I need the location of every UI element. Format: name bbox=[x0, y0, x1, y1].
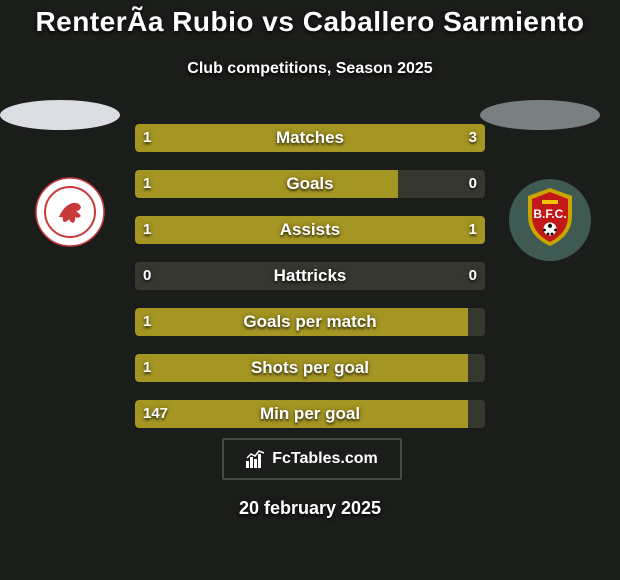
svg-text:B.F.C.: B.F.C. bbox=[533, 207, 566, 221]
stat-row: 1Shots per goal bbox=[135, 354, 485, 382]
bar-fill-left bbox=[135, 400, 468, 428]
stat-row: 11Assists bbox=[135, 216, 485, 244]
fctables-label: FcTables.com bbox=[272, 450, 378, 468]
crest-right-emblem: B.F.C. bbox=[508, 178, 592, 262]
crest-left bbox=[35, 177, 105, 247]
bar-fill-left bbox=[135, 124, 184, 152]
bar-fill-left bbox=[135, 170, 398, 198]
root: RenterÃ­a Rubio vs Caballero Sarmiento C… bbox=[0, 0, 620, 580]
crest-left-emblem bbox=[35, 177, 105, 247]
fctables-badge: FcTables.com bbox=[222, 438, 402, 480]
chart-icon bbox=[246, 450, 266, 468]
stat-row: 1Goals per match bbox=[135, 308, 485, 336]
bar-fill-left bbox=[135, 216, 310, 244]
bar-fill-right bbox=[184, 124, 485, 152]
stat-bars: 13Matches10Goals11Assists00Hattricks1Goa… bbox=[135, 124, 485, 446]
subtitle: Club competitions, Season 2025 bbox=[0, 60, 620, 78]
crest-right: B.F.C. bbox=[508, 178, 592, 262]
bar-value-right: 0 bbox=[469, 170, 477, 198]
ellipse-right bbox=[480, 100, 600, 130]
bar-value-right: 0 bbox=[469, 262, 477, 290]
stat-row: 0 0Hattricks bbox=[135, 262, 485, 290]
bar-fill-left bbox=[135, 354, 468, 382]
page-title: RenterÃ­a Rubio vs Caballero Sarmiento bbox=[0, 6, 620, 38]
date: 20 february 2025 bbox=[0, 498, 620, 519]
bar-fill-left bbox=[135, 308, 468, 336]
bar-value-left: 0 bbox=[143, 262, 151, 290]
stat-row: 13Matches bbox=[135, 124, 485, 152]
bar-fill-right bbox=[310, 216, 485, 244]
bar-label: Hattricks bbox=[135, 262, 485, 290]
ellipse-left bbox=[0, 100, 120, 130]
stat-row: 147Min per goal bbox=[135, 400, 485, 428]
stat-row: 10Goals bbox=[135, 170, 485, 198]
